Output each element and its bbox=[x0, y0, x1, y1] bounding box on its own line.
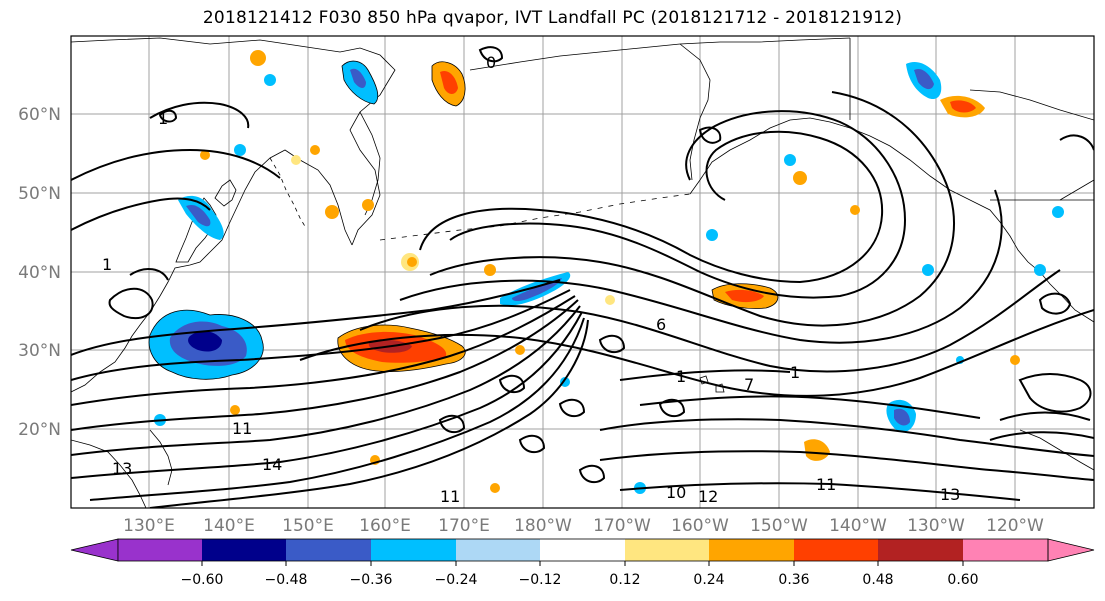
contour-label: 7 bbox=[744, 375, 754, 394]
lat-label-60n: 60°N bbox=[18, 105, 61, 125]
colorbar-bin bbox=[371, 539, 456, 561]
colorbar-right-extend bbox=[1047, 538, 1095, 562]
detail-contours bbox=[148, 60, 779, 380]
contour-labels: 1 1 1 11 13 14 1 7 0 6 11 13 12 10 11 bbox=[102, 53, 960, 506]
contour-label: 0 bbox=[486, 53, 496, 72]
colorbar-bin bbox=[286, 539, 371, 561]
colorbar-bin bbox=[963, 539, 1048, 561]
shading bbox=[149, 50, 1064, 494]
colorbar-bin bbox=[202, 539, 286, 561]
colorbar-bin bbox=[540, 539, 625, 561]
colorbar-bin bbox=[794, 539, 878, 561]
lon-label: 170°W bbox=[593, 516, 651, 536]
lon-label: 140°W bbox=[829, 516, 887, 536]
colorbar-bin bbox=[456, 539, 540, 561]
lon-label: 160°W bbox=[671, 516, 729, 536]
colorbar-label: 0.36 bbox=[778, 572, 809, 588]
colorbar-left-extend bbox=[70, 538, 119, 562]
colorbar: −0.60 −0.48 −0.36 −0.24 −0.12 0.12 0.24 … bbox=[70, 538, 1095, 588]
lon-label: 140°E bbox=[203, 516, 255, 536]
lon-labels: 130°E 140°E 150°E 160°E 170°E 180°W 170°… bbox=[123, 516, 1044, 536]
lat-label-40n: 40°N bbox=[18, 263, 61, 283]
contour-label: 12 bbox=[698, 487, 718, 506]
contour-label: 13 bbox=[112, 459, 132, 478]
contour-label: 11 bbox=[440, 487, 460, 506]
contour-label: 1 bbox=[158, 109, 168, 128]
lon-label: 150°W bbox=[750, 516, 808, 536]
map-frame bbox=[70, 35, 1095, 509]
figure-title: 2018121412 F030 850 hPa qvapor, IVT Land… bbox=[202, 8, 903, 28]
contour-label: 11 bbox=[816, 475, 836, 494]
colorbar-bin bbox=[625, 539, 709, 561]
colorbar-label: 0.60 bbox=[947, 572, 978, 588]
lon-label: 170°E bbox=[438, 516, 490, 536]
lat-labels: 60°N 50°N 40°N 30°N 20°N bbox=[18, 105, 61, 440]
lon-label: 180°W bbox=[514, 516, 572, 536]
colorbar-ticks bbox=[201, 561, 964, 566]
lon-label: 160°E bbox=[359, 516, 411, 536]
colorbar-frame bbox=[117, 538, 1049, 562]
contour-label: 1 bbox=[102, 255, 112, 274]
colorbar-label: −0.24 bbox=[435, 572, 478, 588]
colorbar-label: −0.60 bbox=[181, 572, 224, 588]
colorbar-label: 0.12 bbox=[609, 572, 640, 588]
contour-label: 11 bbox=[232, 419, 252, 438]
colorbar-label: 0.48 bbox=[862, 572, 893, 588]
contour-label: 14 bbox=[262, 455, 282, 474]
lat-label-50n: 50°N bbox=[18, 184, 61, 204]
lon-label: 130°E bbox=[123, 516, 175, 536]
contour-label: 6 bbox=[656, 315, 666, 334]
colorbar-label: −0.48 bbox=[265, 572, 308, 588]
colorbar-label: −0.12 bbox=[519, 572, 562, 588]
colorbar-label: 0.24 bbox=[693, 572, 724, 588]
contour-label: 13 bbox=[940, 485, 960, 504]
ivt-contours bbox=[71, 46, 1094, 508]
contour-label: 1 bbox=[790, 363, 800, 382]
lon-label: 120°W bbox=[986, 516, 1044, 536]
gridlines bbox=[71, 36, 1094, 508]
lat-label-20n: 20°N bbox=[18, 420, 61, 440]
colorbar-bin bbox=[878, 539, 963, 561]
lon-label: 150°E bbox=[282, 516, 334, 536]
lat-label-30n: 30°N bbox=[18, 341, 61, 361]
contour-label: 10 bbox=[666, 483, 686, 502]
lon-label: 130°W bbox=[907, 516, 965, 536]
colorbar-bin bbox=[118, 539, 202, 561]
contour-label: 1 bbox=[676, 367, 686, 386]
colorbar-bin bbox=[709, 539, 794, 561]
colorbar-label: −0.36 bbox=[350, 572, 393, 588]
